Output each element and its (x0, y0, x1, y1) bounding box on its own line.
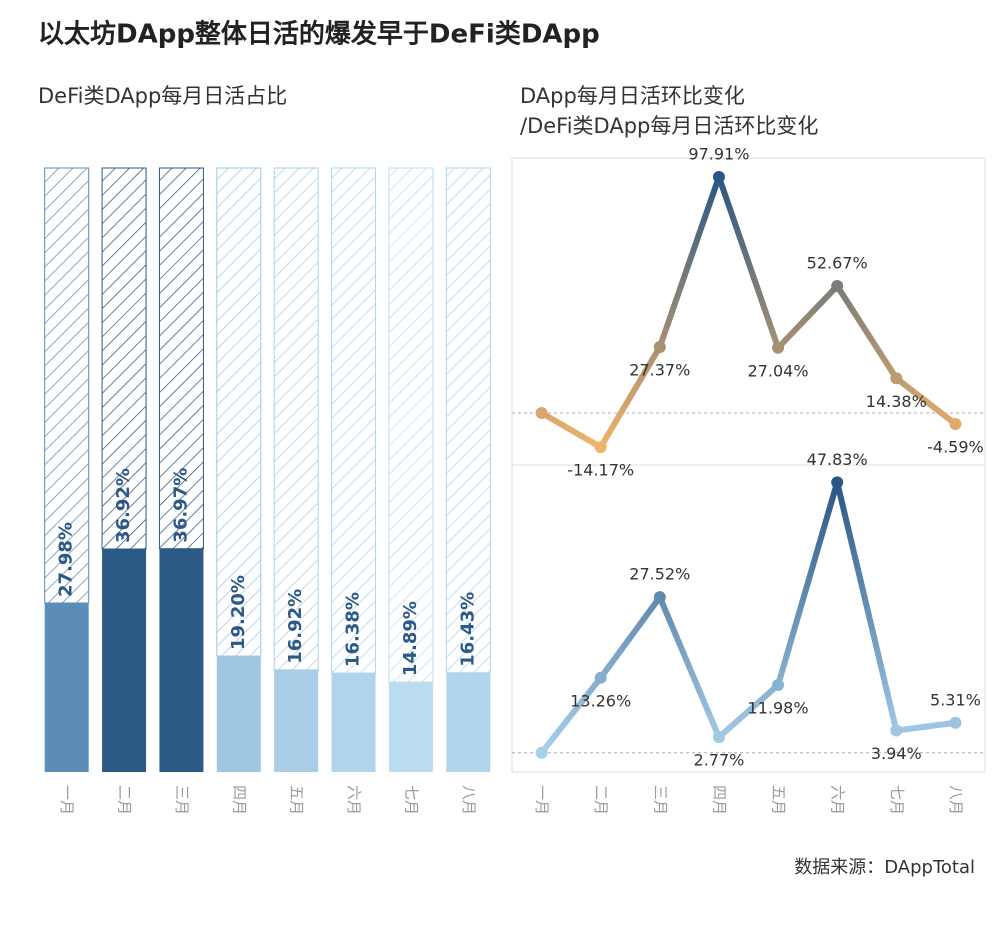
line-segment (715, 174, 782, 351)
line-point (594, 671, 607, 684)
point-value-label: 3.94% (871, 744, 922, 763)
bar (216, 656, 261, 772)
line-point (772, 341, 785, 354)
chart-title: /DeFi类DApp每月日活环比变化 (520, 114, 818, 138)
point-value-label: -14.17% (567, 461, 634, 480)
x-tick-label: 三月 (173, 785, 191, 815)
bar-value-label: 14.89% (400, 601, 421, 676)
bar-value-label: 16.92% (285, 589, 306, 664)
line-point (535, 746, 548, 759)
x-tick-label: 六月 (829, 785, 847, 815)
bar (446, 672, 491, 772)
bar (159, 548, 204, 772)
page-title: 以太坊DApp整体日活的爆发早于DeFi类DApp (38, 19, 600, 50)
bar-value-label: 16.38% (343, 592, 364, 667)
line-point (653, 340, 666, 353)
line-segment (775, 479, 841, 689)
bar (274, 669, 319, 772)
point-value-label: 5.31% (930, 690, 981, 709)
bar-remainder (445, 167, 491, 674)
x-tick-label: 四月 (230, 785, 248, 815)
line-point (712, 171, 725, 184)
x-tick-label: 八月 (460, 785, 478, 815)
line-segment (834, 283, 900, 382)
panel-frame (511, 157, 986, 466)
point-value-label: 97.91% (688, 145, 749, 164)
line-segment (893, 719, 959, 734)
line-point (653, 591, 666, 604)
line-segment (656, 594, 722, 741)
bar-value-label: 16.43% (457, 592, 478, 667)
line-point (949, 418, 962, 431)
point-value-label: 27.04% (748, 361, 809, 380)
x-tick-label: 五月 (770, 785, 788, 815)
x-tick-label: 一月 (533, 785, 551, 815)
line-segment (538, 409, 604, 451)
chart-title: DApp每月日活环比变化 (520, 84, 745, 108)
x-tick-label: 二月 (592, 785, 610, 815)
line-segment (597, 343, 663, 451)
bar-value-label: 27.98% (56, 522, 77, 597)
line-segment (538, 674, 604, 756)
point-value-label: -4.59% (927, 438, 984, 457)
line-segment (775, 283, 841, 351)
x-tick-label: 六月 (345, 785, 363, 815)
point-value-label: 27.52% (629, 565, 690, 584)
point-value-label: 13.26% (570, 691, 631, 710)
bar-remainder (101, 167, 147, 550)
bar-value-label: 36.97% (170, 468, 191, 543)
bar (102, 549, 147, 772)
line-point (594, 441, 607, 454)
bar (388, 682, 433, 772)
line-segment (893, 375, 959, 428)
bar-value-label: 36.92% (113, 468, 134, 543)
line-segment (834, 479, 900, 734)
line-point (949, 716, 962, 729)
x-tick-label: 三月 (651, 785, 669, 815)
source-note: 数据来源：DAppTotal (794, 857, 975, 878)
bar-value-label: 19.20% (228, 575, 249, 650)
point-value-label: 14.38% (866, 392, 927, 411)
point-value-label: 52.67% (807, 254, 868, 273)
line-point (772, 679, 785, 692)
chart-title: DeFi类DApp每月日活占比 (38, 84, 287, 108)
point-value-label: 27.37% (629, 360, 690, 379)
point-value-label: 2.77% (694, 751, 745, 770)
bar-remainder (331, 167, 377, 674)
line-point (712, 731, 725, 744)
line-segment (715, 682, 782, 741)
panel-frame (511, 464, 986, 773)
x-tick-label: 五月 (288, 785, 306, 815)
line-point (535, 406, 548, 419)
point-value-label: 11.98% (748, 699, 809, 718)
bar-remainder (158, 167, 204, 550)
line-point (831, 280, 844, 293)
x-tick-label: 八月 (947, 785, 965, 815)
x-tick-label: 一月 (58, 785, 76, 815)
line-point (831, 476, 844, 489)
line-segment (656, 174, 722, 350)
bar-remainder (216, 167, 262, 657)
x-tick-label: 四月 (710, 785, 728, 815)
bar (44, 603, 89, 772)
line-point (890, 372, 903, 385)
bar-remainder (388, 167, 434, 683)
bar (331, 673, 376, 772)
line-segment (597, 594, 663, 681)
x-tick-label: 二月 (116, 785, 134, 815)
x-tick-label: 七月 (888, 785, 906, 815)
line-point (890, 724, 903, 737)
point-value-label: 47.83% (807, 450, 868, 469)
x-tick-label: 七月 (402, 785, 420, 815)
